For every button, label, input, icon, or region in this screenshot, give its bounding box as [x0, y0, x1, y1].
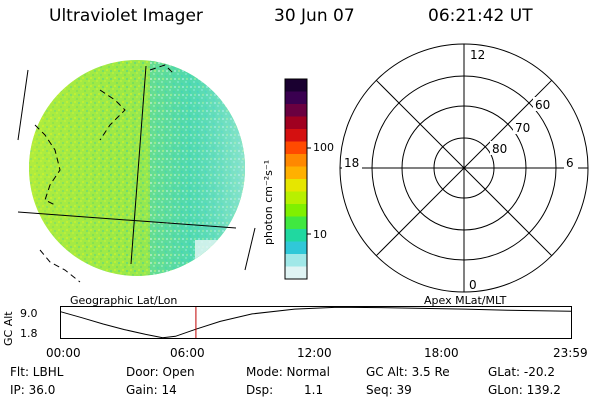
mode-info: Mode: Normal	[246, 365, 330, 379]
colorbar-segment	[285, 179, 307, 192]
gc-alt-info: GC Alt: 3.5 Re	[366, 365, 450, 379]
limb-line-left	[17, 69, 29, 141]
filter-info: Flt: LBHL	[10, 365, 64, 379]
colorbar-segment	[285, 191, 307, 205]
coastline-outline	[34, 64, 176, 283]
mlt-label-6: 6	[566, 156, 574, 170]
colorbar-segment	[285, 141, 307, 155]
lat-label-70: 70	[515, 121, 530, 135]
mlt-label-18: 18	[344, 156, 359, 170]
xtick-0000: 00:00	[46, 346, 81, 360]
longitude-line	[130, 65, 147, 265]
mlt-label-0: 0	[469, 278, 477, 292]
uv-earth-image	[17, 60, 256, 283]
timeline-axis-label: GC Alt	[2, 311, 15, 346]
lat-label-60: 60	[535, 98, 550, 112]
glon-info: GLon: 139.2	[488, 383, 561, 397]
xtick-1800: 18:00	[424, 346, 459, 360]
polar-diagonal-2	[375, 79, 553, 257]
colorbar-segment	[285, 254, 307, 267]
limb-line-right	[244, 227, 256, 271]
colorbar-segment	[285, 241, 307, 255]
door-info: Door: Open	[126, 365, 195, 379]
latitude-line	[17, 211, 237, 229]
timeline-frame	[60, 306, 572, 339]
colorbar-segment	[285, 229, 307, 242]
altitude-timeline	[60, 306, 572, 339]
colorbar-segment	[285, 129, 307, 142]
polar-plot: 12 6 0 18 60 70 80	[339, 43, 589, 293]
timeline-right-label: Apex MLat/MLT	[424, 294, 507, 307]
ip-info: IP: 36.0	[10, 383, 56, 397]
colorbar-segment	[285, 79, 307, 92]
dsp-label: Dsp:	[246, 383, 274, 397]
colorbar-segment	[285, 154, 307, 167]
xtick-0600: 06:00	[170, 346, 205, 360]
colorbar-unit-label: photon cm⁻²s⁻¹	[262, 159, 275, 245]
colorbar	[284, 78, 311, 280]
colorbar-segment	[285, 116, 307, 130]
colorbar-segment	[285, 266, 307, 280]
timeline-ytick-low: 1.8	[20, 327, 38, 340]
xtick-1200: 12:00	[297, 346, 332, 360]
colorbar-segment	[285, 216, 307, 230]
altitude-curve	[60, 306, 572, 339]
lat-label-80: 80	[492, 142, 507, 156]
colorbar-tick-10: 10	[313, 228, 327, 241]
time-label: 06:21:42 UT	[428, 6, 533, 26]
colorbar-segment	[285, 204, 307, 217]
glat-info: GLat: -20.2	[488, 365, 555, 379]
colorbar-tick-100: 100	[313, 141, 334, 154]
colorbar-segment	[285, 91, 307, 105]
timeline-left-label: Geographic Lat/Lon	[70, 294, 178, 307]
timeline-ytick-high: 9.0	[20, 307, 38, 320]
colorbar-segment	[285, 104, 307, 117]
mlt-label-12: 12	[470, 48, 485, 62]
date-label: 30 Jun 07	[274, 6, 355, 26]
colorbar-segment	[285, 166, 307, 180]
dsp-value: 1.1	[304, 383, 324, 397]
seq-info: Seq: 39	[366, 383, 412, 397]
earth-disk	[29, 60, 245, 276]
xtick-2359: 23:59	[553, 346, 588, 360]
instrument-title: Ultraviolet Imager	[49, 6, 203, 26]
gain-info: Gain: 14	[126, 383, 177, 397]
